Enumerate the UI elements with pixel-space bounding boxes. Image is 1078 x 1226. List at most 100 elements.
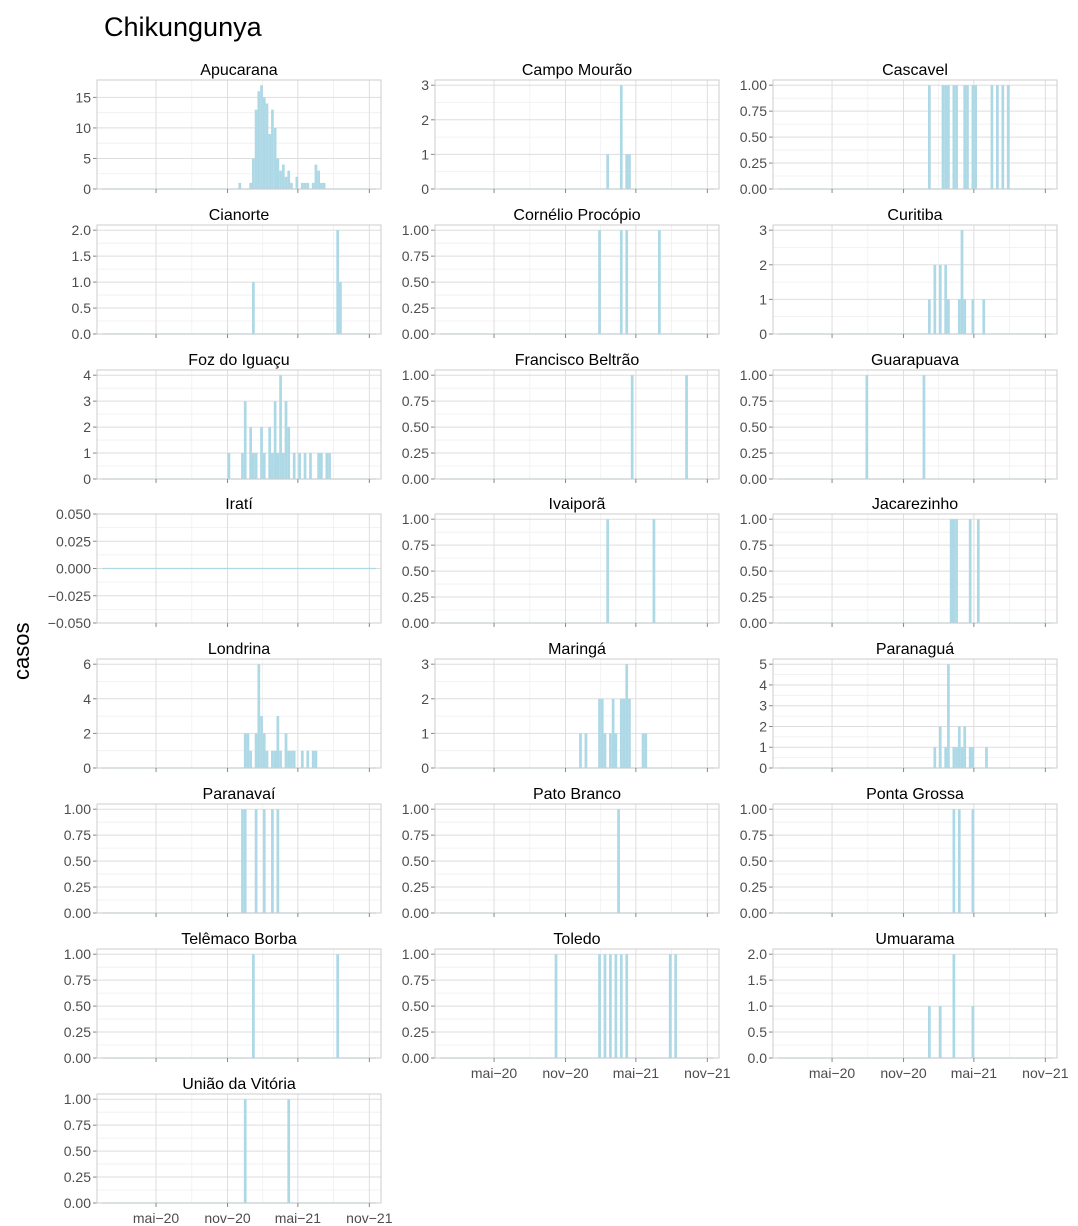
bar: [928, 299, 931, 334]
facet-title: Francisco Beltrão: [515, 352, 640, 369]
y-tick-label: 0.00: [740, 471, 767, 487]
bar: [966, 85, 969, 189]
bar: [336, 230, 340, 334]
facet-panel: Foz do Iguaçu 0 1 2 3 4: [83, 352, 382, 487]
bar: [252, 282, 255, 334]
facet-panel: Cianorte 0.0 0.5 1.0 1.5 2.0: [72, 207, 382, 342]
bar: [268, 134, 272, 189]
y-tick-label: 0.00: [64, 1195, 91, 1211]
bar: [303, 453, 307, 479]
y-tick-label: 5: [83, 150, 91, 166]
bar: [974, 85, 977, 189]
y-tick-label: 0.00: [740, 615, 767, 631]
y-tick-label: 0.50: [402, 419, 429, 435]
bar: [271, 750, 274, 768]
y-tick-label: 0.25: [402, 1024, 429, 1040]
bar: [260, 716, 263, 768]
y-tick-label: 15: [75, 89, 91, 105]
bar: [668, 954, 672, 1058]
y-tick-label: 1.00: [740, 511, 767, 527]
y-tick-label: 2.0: [748, 946, 768, 962]
panel-border: [434, 803, 720, 914]
bar: [598, 954, 601, 1058]
y-tick-label: 2: [421, 691, 429, 707]
bar: [276, 453, 280, 479]
bar: [554, 954, 558, 1058]
bar: [933, 747, 937, 768]
y-tick-label: 0.25: [402, 300, 429, 316]
bar: [957, 726, 961, 768]
bar: [968, 747, 972, 768]
x-tick-label: mai−21: [275, 1210, 322, 1226]
y-tick-label: 2: [421, 112, 429, 128]
bar: [674, 954, 678, 1058]
bar: [309, 453, 312, 479]
y-tick-label: 1.00: [740, 77, 767, 93]
y-tick-label: 3: [759, 698, 767, 714]
bar: [328, 453, 331, 479]
facet-panel: Ivaiporã 0.00 0.25 0.50 0.75 1.00: [402, 496, 720, 631]
y-tick-label: 0.75: [64, 972, 91, 988]
y-tick-label: 3: [421, 77, 429, 93]
panel-border: [96, 948, 382, 1059]
facet-title: Ivaiporã: [549, 496, 606, 513]
y-tick-label: 0.0: [748, 1050, 768, 1066]
y-tick-label: 1.5: [748, 972, 768, 988]
bar: [614, 954, 618, 1058]
y-tick-label: −0.050: [48, 615, 91, 631]
facet-title: Londrina: [208, 641, 270, 658]
y-tick-label: 0.00: [740, 905, 767, 921]
x-tick-label: nov−20: [542, 1065, 589, 1081]
bar: [606, 154, 610, 189]
y-tick-label: 1: [421, 146, 429, 162]
facet-title: Cianorte: [209, 207, 270, 224]
y-tick-label: 1.00: [740, 801, 767, 817]
bar: [339, 282, 342, 334]
bar: [300, 750, 304, 768]
y-tick-label: 0.25: [64, 1024, 91, 1040]
panel-border: [434, 79, 720, 190]
panel-border: [96, 513, 382, 624]
bar: [252, 453, 255, 479]
y-tick-label: 3: [759, 222, 767, 238]
bar: [287, 1099, 291, 1203]
bar: [257, 91, 261, 189]
bar: [246, 733, 250, 768]
y-tick-label: 0.50: [740, 563, 767, 579]
bar: [963, 299, 967, 334]
panel-border: [96, 803, 382, 914]
bar: [579, 733, 582, 768]
bar: [963, 85, 967, 189]
bar: [300, 182, 304, 189]
bar: [1001, 85, 1005, 189]
y-tick-label: 0: [421, 181, 429, 197]
bar: [287, 427, 291, 479]
bar: [928, 85, 931, 189]
bar: [262, 453, 266, 479]
y-tick-label: 0.75: [740, 393, 767, 409]
y-tick-label: 2: [759, 718, 767, 734]
facet-panel: Toledo 0.00 0.25 0.50 0.75 1.00 mai−20 nov−20 ma…: [402, 931, 731, 1081]
bar: [957, 299, 961, 334]
bar: [241, 453, 244, 479]
y-tick-label: 3: [421, 656, 429, 672]
bar: [273, 750, 277, 768]
facet-panel: Iratí −0.050 −0.025 0.000 0.025 0.050: [48, 496, 382, 631]
bar: [952, 954, 956, 1058]
bar: [252, 954, 255, 1058]
bar: [617, 809, 620, 913]
bar: [996, 85, 999, 189]
bar: [254, 809, 258, 913]
y-tick-label: 6: [83, 656, 91, 672]
y-tick-label: 0.50: [402, 274, 429, 290]
y-tick-label: 1: [759, 291, 767, 307]
facet-panel: Maringá 0 1 2 3: [421, 641, 720, 776]
y-tick-label: 0.75: [740, 827, 767, 843]
bar: [260, 85, 263, 189]
bar: [619, 954, 623, 1058]
bar: [273, 401, 277, 479]
bar: [971, 1006, 975, 1058]
bar: [625, 230, 629, 334]
y-tick-label: 0.50: [64, 1143, 91, 1159]
bar: [985, 747, 988, 768]
